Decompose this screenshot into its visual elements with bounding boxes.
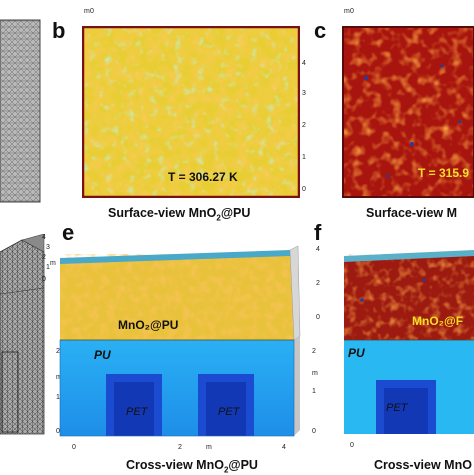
material-label-e: MnO₂@PU xyxy=(118,318,179,332)
tick-e-0: 0 xyxy=(312,428,316,435)
tick-d-lower-1: 1 xyxy=(56,394,60,401)
panel-letter-b: b xyxy=(52,18,66,43)
unit-d-lower: m xyxy=(56,374,62,381)
mesh-panel-a xyxy=(0,19,41,203)
material-label-f: MnO₂@F xyxy=(412,314,464,328)
panel-letter-e: e xyxy=(62,220,75,245)
tick-e-bottom-2: 2 xyxy=(178,444,182,451)
tick-d-4: 4 xyxy=(42,234,46,241)
caption-b-prefix: Surface-view MnO xyxy=(108,206,217,220)
caption-b-sub: 2 xyxy=(216,213,221,223)
unit-e-bottom: m xyxy=(206,444,212,451)
top-unit-b: m xyxy=(84,8,90,15)
tick-e-bottom-0: 0 xyxy=(72,444,76,451)
caption-e-sub: 2 xyxy=(223,465,229,475)
unit-d: m xyxy=(50,260,56,267)
top-tick-c: 0 xyxy=(350,8,354,15)
caption-e-suffix: @PU xyxy=(228,458,258,472)
pet-block-label-e-2: PET xyxy=(218,406,240,418)
caption-f: Cross-view MnO xyxy=(374,458,472,472)
tick-e-top-2: 2 xyxy=(316,280,320,287)
tick-e-bottom-4: 4 xyxy=(282,444,286,451)
tick-b-1: 1 xyxy=(302,154,306,161)
cross-view-model-f xyxy=(344,250,474,434)
pet-block-label-f: PET xyxy=(386,402,408,414)
unit-e-right: m xyxy=(312,370,318,377)
tick-d-lower-2: 2 xyxy=(56,348,60,355)
top-unit-c: m xyxy=(344,8,350,15)
right-axis-b: 4 3 2 1 0 xyxy=(302,60,312,200)
tick-b-0: 0 xyxy=(302,186,306,193)
tick-d-2: 2 xyxy=(42,254,46,261)
caption-c: Surface-view M xyxy=(366,206,458,220)
pu-layer-label-f: PU xyxy=(348,346,365,360)
tick-d-0: 0 xyxy=(42,276,46,283)
tick-d-1: 1 xyxy=(46,264,50,271)
tick-e-1: 1 xyxy=(312,388,316,395)
right-axis-e: 4 2 0 2 1 m 0 xyxy=(308,240,328,440)
tick-e-top-0: 0 xyxy=(316,314,320,321)
tick-f-bottom-0: 0 xyxy=(350,442,354,449)
caption-b: Surface-view MnO2@PU xyxy=(108,206,250,223)
panel-letter-c: c xyxy=(314,18,327,43)
surface-temperature-map-c xyxy=(342,26,474,198)
tick-e-top-4: 4 xyxy=(316,246,320,253)
tick-b-2: 2 xyxy=(302,122,306,129)
mesh-panel-d xyxy=(0,234,45,435)
cross-view-model-e xyxy=(59,245,301,437)
tick-e-2: 2 xyxy=(312,348,316,355)
tick-b-3: 3 xyxy=(302,90,306,97)
tick-d-3: 3 xyxy=(46,244,50,251)
surface-temperature-map-b xyxy=(82,26,300,198)
tick-b-4: 4 xyxy=(302,60,306,67)
pet-block-label-e-1: PET xyxy=(126,406,148,418)
caption-e-prefix: Cross-view MnO xyxy=(126,458,224,472)
pu-layer-label-e: PU xyxy=(94,348,111,362)
panel-letter-f: f xyxy=(314,220,322,245)
top-tick-b: 0 xyxy=(90,8,94,15)
temperature-label-b: T = 306.27 K xyxy=(168,170,238,184)
temperature-label-c: T = 315.9 xyxy=(418,166,470,180)
caption-b-suffix: @PU xyxy=(220,206,251,220)
axis-d: 4 3 2 1 0 m 2 m 1 0 xyxy=(40,234,62,444)
caption-e: Cross-view MnO2@PU xyxy=(126,458,258,475)
tick-d-lower-0: 0 xyxy=(56,428,60,435)
